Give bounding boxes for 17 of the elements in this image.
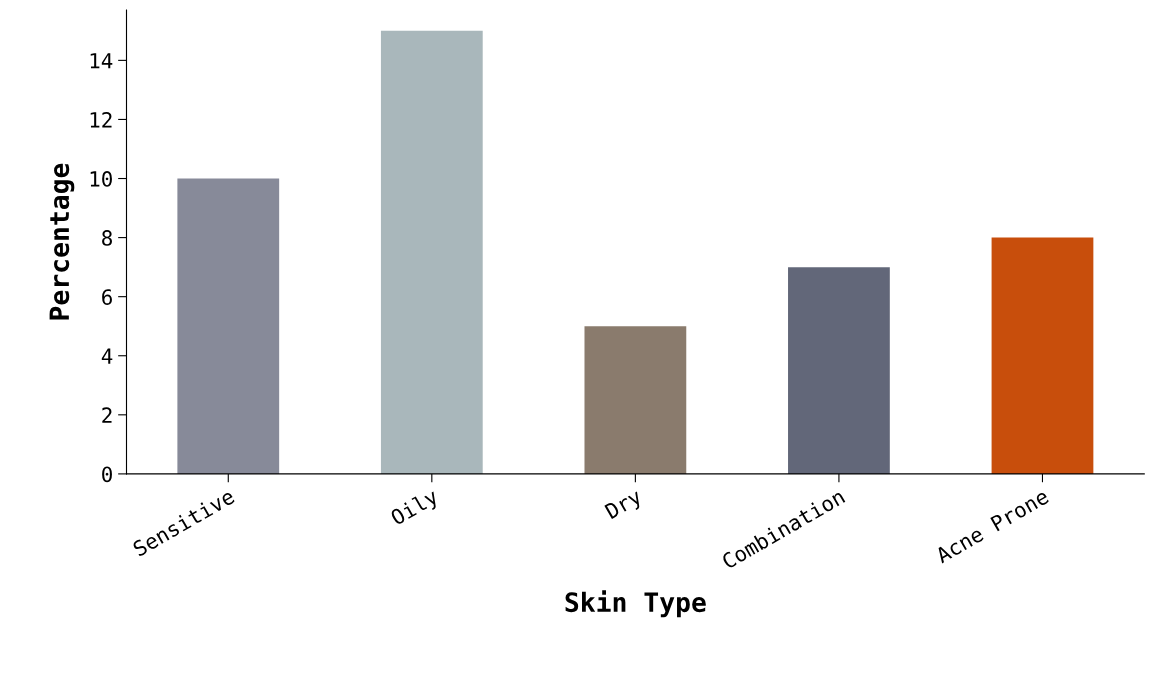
y-tick-label: 12 [90,111,112,128]
x-axis-title: Skin Type [565,590,706,618]
y-axis-title: Percentage [49,163,75,320]
x-tick-label: Dry [604,488,645,523]
y-tick-label: 4 [101,348,113,364]
y-tick-label: 10 [90,171,112,187]
bar [788,267,890,474]
bar [991,237,1094,474]
x-tick-label: Oily [389,487,442,530]
y-tick-label: 2 [102,407,112,423]
y-tick-label: 6 [102,289,112,305]
y-tick-label: 14 [90,53,113,69]
y-tick-label: 8 [102,230,112,246]
y-tick-label: 0 [102,466,112,483]
bar [584,326,687,474]
bar [380,30,483,474]
bar [177,178,280,474]
